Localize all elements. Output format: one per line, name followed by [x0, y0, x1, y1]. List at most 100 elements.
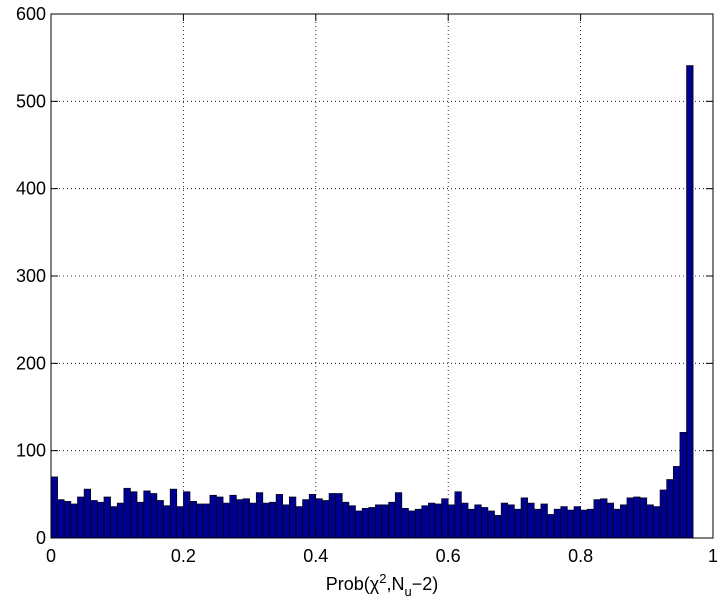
histogram-bar [520, 497, 528, 539]
histogram-bar [295, 506, 303, 539]
histogram-bar [196, 503, 204, 539]
histogram-bar [388, 501, 396, 539]
histogram-bar [626, 497, 634, 539]
histogram-bar [136, 501, 144, 539]
histogram-bar [143, 490, 151, 539]
histogram-bar [130, 491, 138, 539]
y-tick-label: 300 [16, 266, 46, 286]
histogram-bar [249, 502, 257, 539]
histogram-bar [123, 487, 131, 539]
histogram-bar [361, 508, 370, 539]
histogram-bar [428, 502, 436, 539]
histogram-bar [408, 510, 416, 539]
histogram-bar [474, 504, 482, 539]
histogram-bar [514, 508, 522, 539]
histogram-bar [441, 498, 449, 539]
histogram-bar [593, 499, 601, 539]
histogram-bar [275, 494, 283, 539]
y-tick-label: 0 [36, 528, 46, 548]
grid-lines [51, 14, 713, 538]
histogram-bar [586, 508, 595, 539]
x-axis-title-end: −2) [412, 574, 439, 594]
histogram-bar [262, 502, 270, 539]
x-tick-label: 0.6 [436, 546, 461, 566]
plot-background [51, 14, 713, 538]
histogram-bar [381, 504, 389, 539]
histogram-bar [646, 504, 654, 539]
histogram-bar [653, 506, 661, 539]
histogram-bar [169, 488, 178, 539]
histogram-bar [202, 503, 211, 539]
histogram-bar [90, 500, 98, 539]
histogram-bar [315, 498, 323, 539]
histogram-bar [70, 503, 78, 539]
histogram-bar [679, 432, 687, 539]
histogram-bar [553, 508, 562, 539]
histogram-bar [467, 508, 475, 539]
histogram-bar [686, 65, 694, 539]
histogram-bar [355, 510, 363, 539]
axis-ticks [50, 13, 714, 539]
histogram-bar [50, 476, 58, 539]
x-tick-label: 0.4 [303, 546, 328, 566]
histogram-bar [255, 492, 264, 539]
histogram-bar [282, 504, 290, 539]
histogram-bar [335, 493, 343, 539]
histogram-bar [672, 466, 681, 539]
histogram-bar [507, 504, 515, 539]
histogram-bar [447, 504, 456, 539]
histogram-bar [421, 505, 429, 539]
y-tick-label: 100 [16, 441, 46, 461]
histogram-bar [434, 503, 442, 539]
y-tick-label: 500 [16, 91, 46, 111]
histogram-bar [633, 496, 641, 539]
histogram-bar [328, 493, 336, 539]
histogram-bar [57, 499, 65, 539]
x-axis-title-subscript: u [404, 584, 411, 599]
histogram-bar [659, 489, 667, 539]
histogram-bar [229, 494, 237, 539]
x-axis-title-base: Prob( [326, 574, 370, 594]
histogram-bar [308, 494, 317, 539]
histogram-bar [103, 496, 111, 539]
histogram-bar [183, 491, 191, 539]
histogram-bar [63, 501, 72, 539]
histogram-bar [600, 498, 608, 539]
histogram-bar [216, 496, 224, 539]
histogram-bar [666, 479, 674, 539]
histogram-bar [560, 506, 568, 539]
histogram-bar [527, 502, 535, 539]
histogram-bar [547, 514, 555, 539]
histogram-bar [606, 502, 615, 539]
x-axis-title-mid: ,N [386, 574, 404, 594]
histogram-bar [302, 499, 310, 539]
histogram-bar [613, 508, 621, 539]
x-axis-title-symbol: χ [370, 574, 380, 594]
x-tick-labels: 0 0.2 0.4 0.6 0.8 1 [46, 546, 718, 566]
histogram-bar [375, 504, 383, 539]
histogram-bar [368, 507, 376, 539]
histogram-bar [348, 505, 356, 539]
histogram-bar [150, 493, 158, 539]
histogram-bar [322, 500, 330, 539]
histogram-bar [494, 514, 502, 539]
histogram-bar [236, 499, 244, 539]
histogram-bar [480, 507, 489, 539]
histogram-bar [77, 496, 85, 539]
histogram-bar [156, 500, 164, 539]
y-tick-label: 200 [16, 353, 46, 373]
x-tick-label: 0 [46, 546, 56, 566]
y-tick-label: 400 [16, 179, 46, 199]
y-tick-labels: 0 100 200 300 400 500 600 [16, 4, 46, 548]
histogram-bar [620, 504, 628, 539]
histogram-bar [222, 502, 231, 539]
histogram-bar [573, 506, 581, 539]
histogram-bar [242, 498, 250, 539]
histogram-bar [414, 508, 423, 539]
histogram-bar [269, 501, 277, 539]
histogram-bar [116, 502, 125, 539]
histogram-bar [567, 509, 575, 539]
histogram-bar [209, 494, 217, 539]
y-tick-label: 600 [16, 4, 46, 24]
